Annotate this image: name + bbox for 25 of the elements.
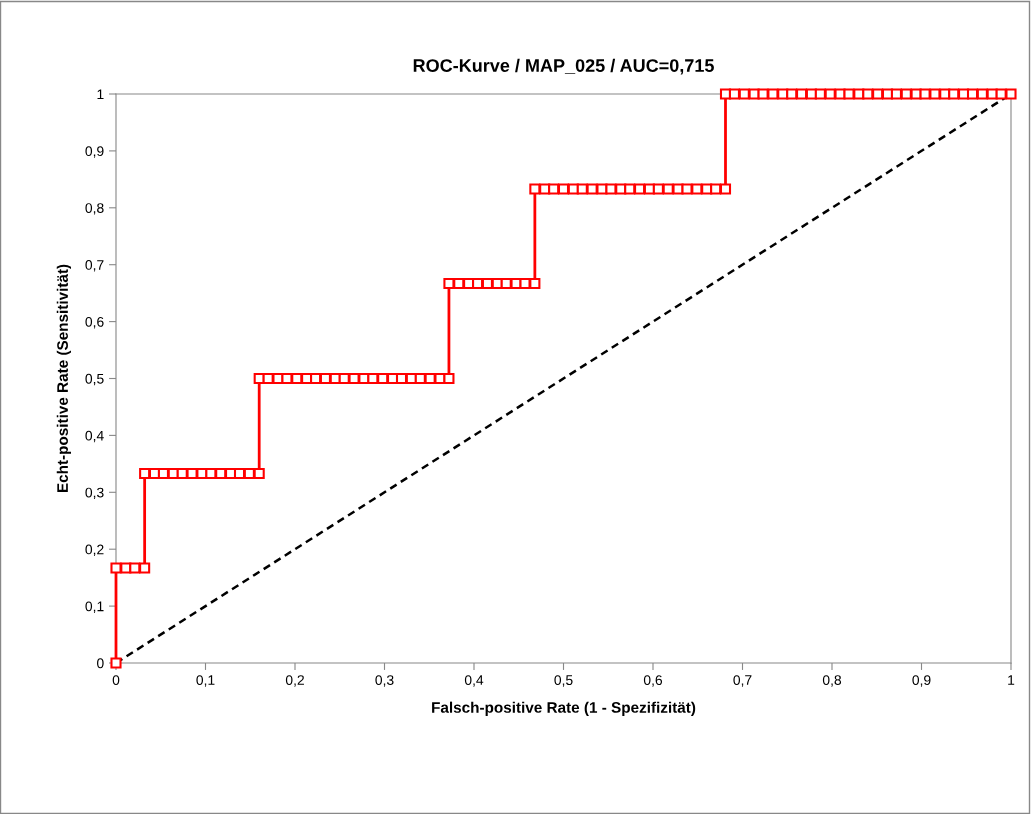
x-tick-label: 0,8: [822, 675, 842, 687]
y-tick-label: 0,3: [85, 487, 104, 500]
x-axis-title: Falsch-positive Rate (1 - Spezifizität): [432, 701, 696, 716]
y-axis-title: Echt-positive Rate (Sensitivität): [56, 264, 71, 493]
x-tick-label: 0: [112, 675, 120, 686]
x-tick-label: 0,6: [643, 675, 663, 687]
y-tick-label: 0,4: [85, 430, 104, 443]
x-tick-label: 1: [1008, 675, 1015, 685]
y-tick-label: 0,6: [85, 316, 104, 329]
y-tick-label: 1: [97, 89, 104, 100]
y-tick-label: 0,7: [85, 260, 104, 272]
y-tick-label: 0,2: [85, 544, 104, 557]
y-tick-label: 0,9: [85, 146, 104, 158]
x-tick-label: 0,3: [375, 675, 394, 687]
y-tick-label: 0: [97, 658, 104, 669]
y-tick-label: 0,1: [85, 601, 104, 613]
x-tick-label: 0,2: [285, 675, 304, 687]
x-tick-label: 0,7: [733, 675, 752, 687]
y-tick-label: 0,5: [85, 373, 104, 386]
x-tick-label: 0,9: [912, 675, 931, 687]
x-tick-label: 0,4: [464, 675, 484, 687]
x-tick-label: 0,1: [196, 675, 215, 687]
x-tick-label: 0,5: [554, 675, 573, 687]
chart-title: ROC-Kurve / MAP_025 / AUC=0,715: [413, 58, 714, 75]
y-tick-label: 0,8: [85, 203, 104, 215]
